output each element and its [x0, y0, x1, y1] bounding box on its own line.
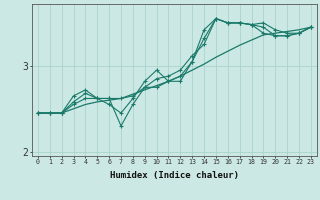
X-axis label: Humidex (Indice chaleur): Humidex (Indice chaleur) [110, 171, 239, 180]
